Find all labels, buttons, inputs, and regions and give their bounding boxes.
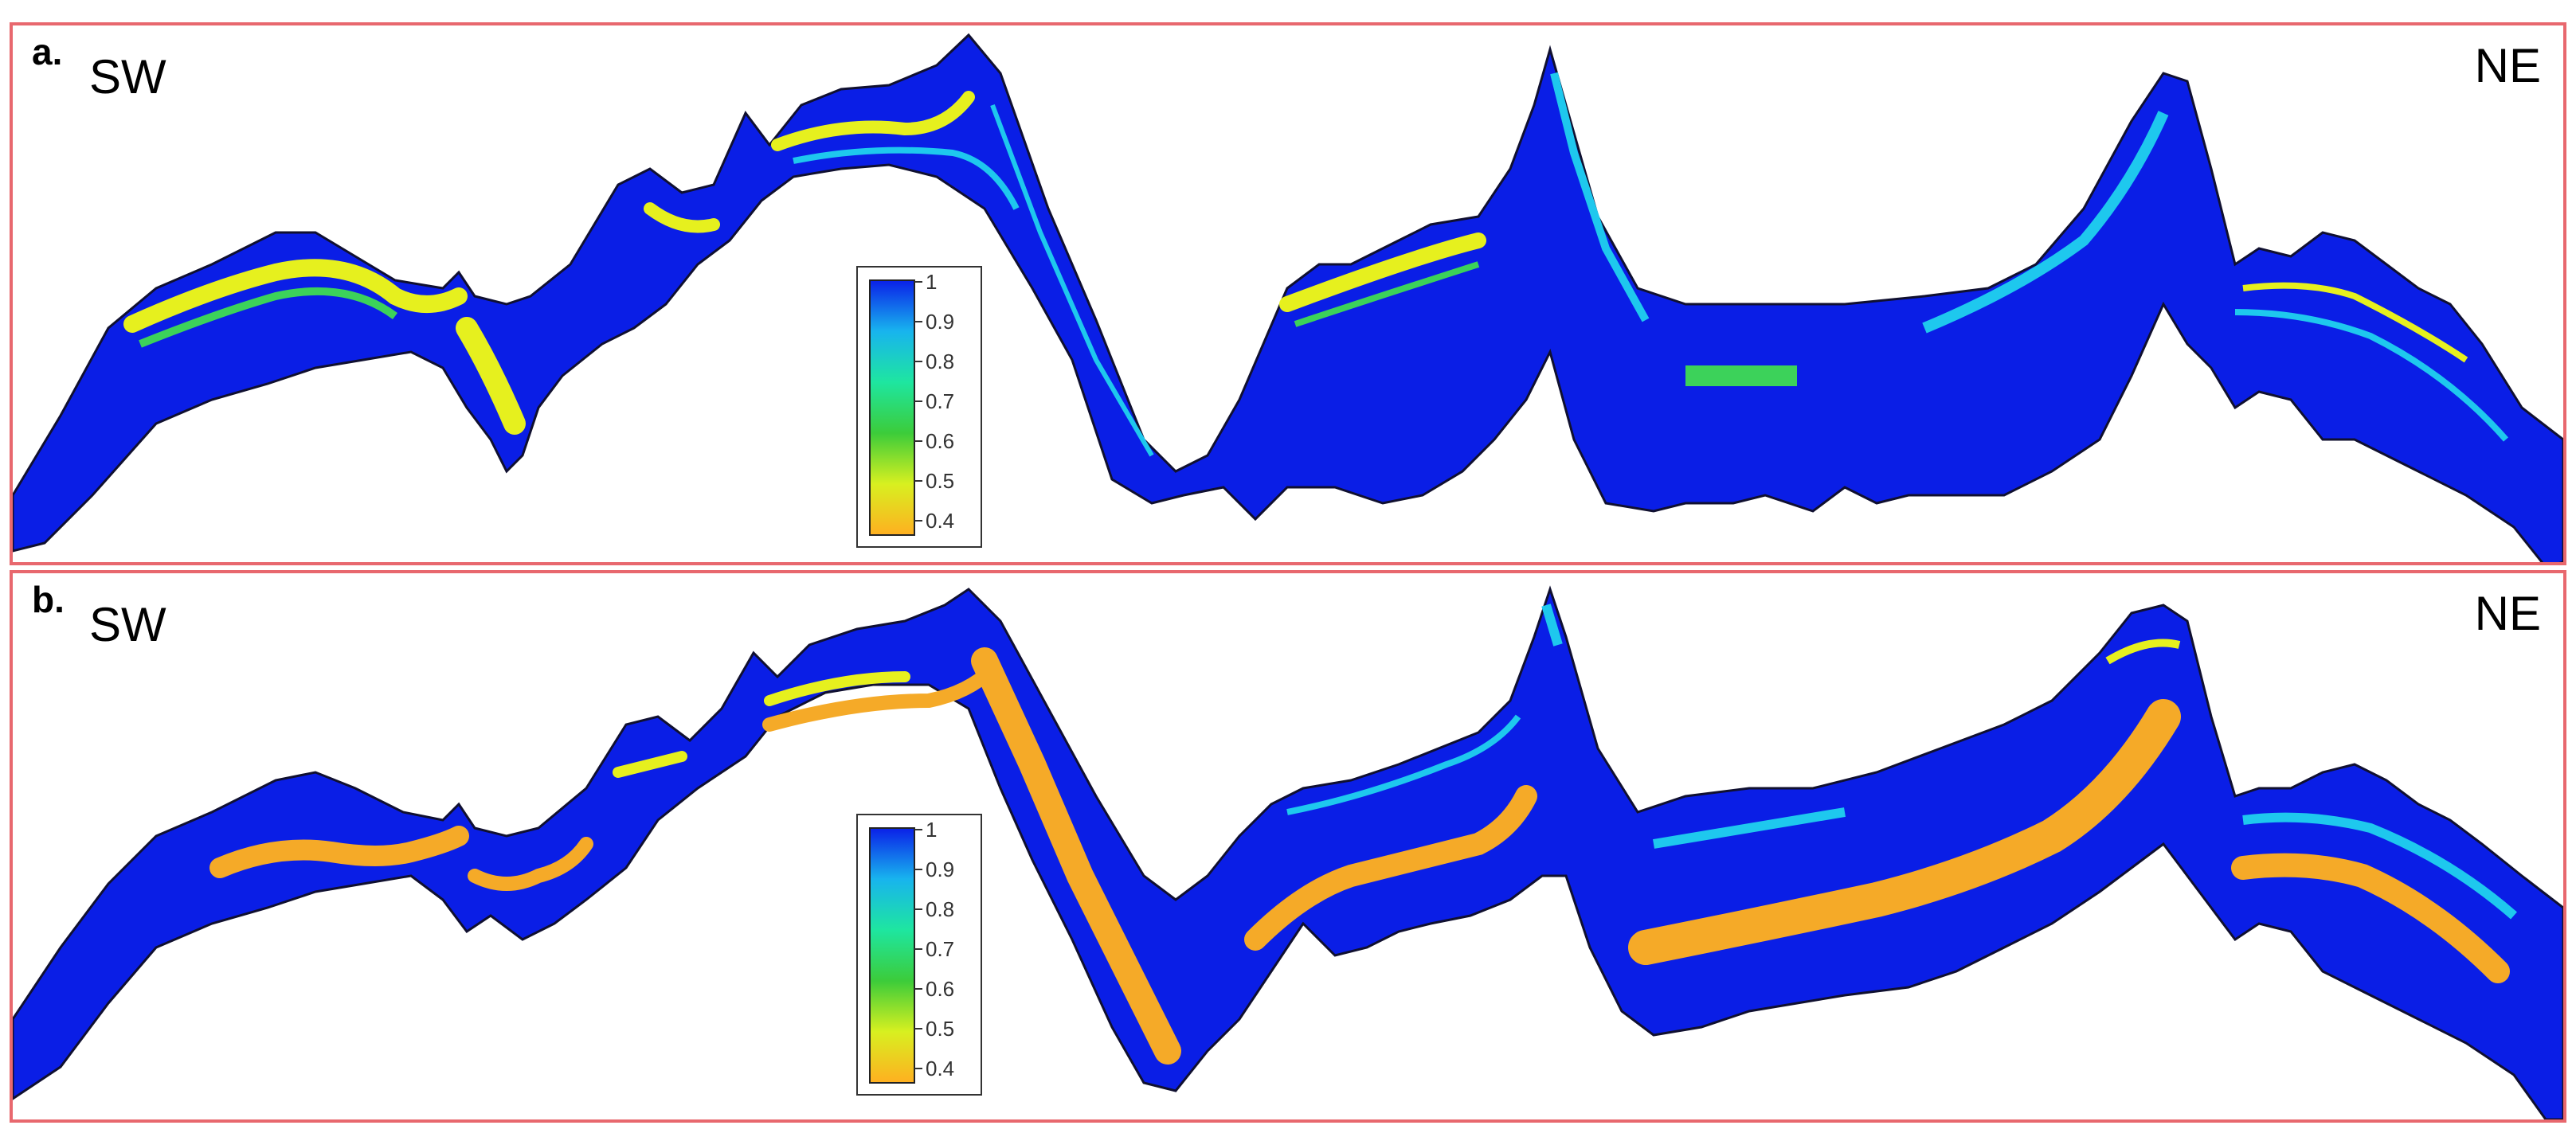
colorbar-tick-0-5: 0.5 — [926, 469, 954, 493]
colorbar-tick-1: 1 — [926, 818, 937, 842]
seam-cyan-ridge — [793, 147, 1020, 210]
section-body — [13, 585, 2563, 1119]
panel-label-b: b. — [32, 579, 65, 620]
colorbar-tick-0-7: 0.7 — [926, 937, 954, 961]
colorbar-a: 1 0.9 0.8 0.7 0.6 0.5 0.4 — [856, 266, 982, 548]
seam-cyan-slope — [990, 104, 1154, 457]
cross-section-b: 1 0.9 0.8 0.7 0.6 0.5 0.4 — [13, 585, 2563, 1119]
colorbar-tick-0-7: 0.7 — [926, 389, 954, 413]
panel-a: 1 0.9 0.8 0.7 0.6 0.5 0.4 a. SW NE — [10, 22, 2566, 565]
direction-ne-b: NE — [2474, 587, 2541, 640]
seam-cyan-far — [2242, 812, 2517, 920]
colorbar-tick-0-9: 0.9 — [926, 858, 954, 881]
seam-cyan-right — [1922, 111, 2169, 334]
seam-yellow-far — [2242, 282, 2468, 363]
seam-yellow-ridge — [613, 671, 910, 778]
direction-sw-a: SW — [89, 50, 166, 104]
seam-yellow-mid — [1279, 232, 1486, 312]
colorbar-tick-0-4: 0.4 — [926, 1057, 954, 1080]
colorbar-tick-0-8: 0.8 — [926, 897, 954, 921]
seam-cyan-peak — [1541, 604, 1563, 647]
seam-green-mid — [1294, 261, 1480, 327]
direction-ne-a: NE — [2474, 39, 2541, 92]
seam-cyan-far — [2234, 309, 2509, 442]
seam-orange-slope — [971, 647, 1181, 1065]
seam-yellow-ridge — [644, 91, 975, 233]
colorbar-tick-0-9: 0.9 — [926, 310, 954, 334]
seam-cyan-basin — [1653, 807, 1846, 849]
colorbar-tick-0-6: 0.6 — [926, 429, 954, 453]
cross-section-a: 1 0.9 0.8 0.7 0.6 0.5 0.4 — [13, 33, 2563, 562]
seam-green-left — [139, 287, 397, 348]
seam-orange-dip — [468, 837, 593, 891]
seam-cyan-mid — [1286, 714, 1521, 815]
seam-yellow-dip — [456, 317, 526, 435]
direction-sw-b: SW — [89, 598, 166, 651]
colorbar-tick-0-5: 0.5 — [926, 1017, 954, 1041]
colorbar-tick-0-4: 0.4 — [926, 509, 954, 533]
seam-cyan-peak — [1550, 72, 1650, 322]
seam-orange-far — [2231, 853, 2510, 983]
seam-yellow-left — [123, 259, 468, 333]
seam-orange-valley — [1244, 785, 1537, 951]
colorbar-b: 1 0.9 0.8 0.7 0.6 0.5 0.4 — [856, 814, 982, 1096]
colorbar-tick-0-8: 0.8 — [926, 350, 954, 373]
colorbar-tick-0-6: 0.6 — [926, 977, 954, 1001]
colorbar-tick-1: 1 — [926, 270, 937, 294]
seam-yellow-right — [2105, 639, 2181, 665]
panel-label-a: a. — [32, 31, 63, 72]
seam-orange-basin — [1628, 699, 2181, 965]
panel-b: 1 0.9 0.8 0.7 0.6 0.5 0.4 b. SW NE — [10, 570, 2566, 1123]
seam-orange-left — [209, 826, 469, 878]
seam-orange-ridge — [762, 662, 1000, 732]
